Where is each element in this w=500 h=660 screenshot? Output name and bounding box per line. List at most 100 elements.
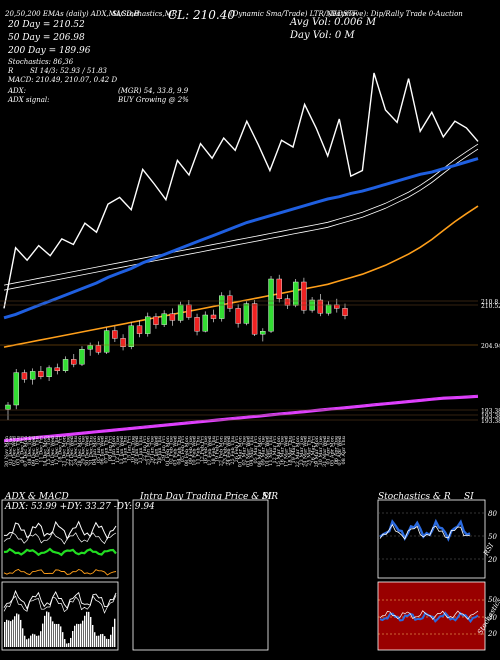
macd-bar bbox=[36, 635, 38, 647]
candle-body bbox=[251, 303, 258, 335]
candle-body bbox=[260, 331, 266, 335]
candle-body bbox=[145, 316, 151, 334]
candle-body bbox=[95, 345, 102, 353]
x-date-label: 21 Dec Mon bbox=[61, 435, 67, 466]
stochastics-readout: Stochastics: 86,36 bbox=[8, 58, 74, 66]
mr-line-white bbox=[379, 610, 479, 621]
macd-bar bbox=[74, 625, 76, 647]
x-date-label: 16 Mar Tue bbox=[280, 436, 286, 466]
x-date-label: 23 Dec Wed bbox=[69, 435, 75, 466]
macd-bar bbox=[38, 635, 40, 647]
macd-signal-line bbox=[3, 595, 117, 614]
price-level-label: 193.38 bbox=[481, 408, 500, 415]
ema200-line-upper bbox=[3, 394, 479, 441]
x-date-label: 22 Feb Mon bbox=[218, 435, 224, 466]
x-date-label: 22 Dec Tue bbox=[65, 436, 71, 465]
macd-bar bbox=[108, 638, 110, 647]
macd-bar bbox=[114, 618, 116, 647]
adx-signal-label: ADX signal: bbox=[8, 96, 50, 104]
candle-body bbox=[235, 308, 241, 324]
x-date-label: 03 Mar Wed bbox=[245, 435, 251, 467]
x-date-label: 07 Dec Mon bbox=[23, 435, 29, 466]
macd-bar bbox=[72, 630, 74, 647]
x-date-label: 23 Mar Tue bbox=[299, 436, 305, 466]
candle-body bbox=[5, 404, 11, 410]
macd-bar bbox=[104, 636, 106, 647]
x-date-label: 11 Mar Thu bbox=[268, 435, 274, 466]
orange-line bbox=[3, 568, 117, 576]
si-readout: SI 14/3: 52.93 / 51.83 bbox=[30, 67, 107, 75]
x-date-label: 21 Jan Thu bbox=[138, 435, 144, 463]
macd-bar bbox=[60, 626, 62, 647]
macd-line bbox=[3, 589, 117, 610]
macd-bar bbox=[30, 635, 32, 647]
macd-bar bbox=[10, 621, 12, 647]
x-date-label: 26 Jan Tue bbox=[150, 436, 156, 463]
header-top-left: 20,50,200 EMAs (daily) ADX,MACD,B bbox=[5, 10, 139, 18]
x-date-label: 28 Jan Thu bbox=[157, 435, 163, 463]
x-date-label: 05 Mar Fri bbox=[253, 436, 259, 464]
candle-body bbox=[62, 359, 69, 371]
x-date-label: 15 Jan Fri bbox=[127, 436, 133, 462]
x-date-label: 13 Jan Wed bbox=[119, 435, 125, 464]
x-date-label: 09 Mar Tue bbox=[261, 436, 267, 466]
x-date-label: 31 Mar Wed bbox=[322, 435, 328, 467]
x-date-label: 18 Mar Thu bbox=[287, 435, 293, 466]
x-date-label: 01 Feb Mon bbox=[165, 435, 171, 466]
macd-bar bbox=[80, 623, 82, 647]
adx-values: (MGR) 54, 33.8, 9.9 bbox=[118, 87, 189, 95]
macd-bar bbox=[100, 634, 102, 647]
x-date-label: 04 Jan Mon bbox=[92, 435, 98, 465]
intra-panel-si: SI bbox=[262, 492, 272, 502]
intra-day-panel bbox=[132, 499, 269, 651]
x-date-label: 05 Apr Mon bbox=[330, 435, 336, 466]
x-date-label: 12 Mar Fri bbox=[272, 436, 278, 464]
header-right-top: (Daymove): Dip/Rally Trade 0-Auction bbox=[328, 10, 463, 18]
macd-bar bbox=[46, 611, 48, 647]
macd-bar bbox=[90, 616, 92, 647]
macd-bar bbox=[68, 643, 70, 647]
x-date-label: 14 Dec Mon bbox=[42, 435, 48, 466]
x-date-label: 12 Jan Tue bbox=[115, 436, 121, 463]
stochastics-panel bbox=[377, 499, 486, 579]
x-date-label: 05 Feb Fri bbox=[180, 436, 186, 463]
x-date-label: 17 Dec Thu bbox=[54, 435, 60, 465]
x-date-label: 11 Feb Thu bbox=[195, 435, 201, 464]
macd-bar bbox=[20, 619, 22, 647]
green-line bbox=[3, 547, 117, 557]
macd-bar bbox=[22, 628, 24, 647]
price-level-label: 210.52 bbox=[481, 303, 500, 310]
x-date-label: 16 Dec Wed bbox=[50, 435, 56, 466]
x-date-label: 03 Feb Wed bbox=[173, 435, 179, 466]
macd-bar bbox=[54, 623, 56, 647]
x-date-label: 06 Jan Wed bbox=[100, 435, 106, 464]
ema50-white-upper bbox=[3, 143, 479, 286]
ema50-readout: 50 Day = 206.98 bbox=[8, 33, 85, 43]
r-label: R bbox=[8, 67, 14, 75]
macd-bar bbox=[26, 639, 28, 647]
macd-bar bbox=[56, 623, 58, 647]
x-date-label: 02 Dec Wed bbox=[12, 435, 18, 466]
header-top-mid: SI,Stochastics,MR bbox=[112, 10, 178, 18]
macd-bar bbox=[50, 616, 52, 647]
macd-bar bbox=[94, 632, 96, 647]
candle-body bbox=[103, 330, 110, 353]
x-date-label: 08 Dec Tue bbox=[27, 436, 33, 465]
stoch-panel-title: Stochastics & R bbox=[378, 492, 451, 502]
macd-bar bbox=[8, 620, 10, 647]
buy-signal-text: BUY Growing @ 2% bbox=[118, 96, 189, 104]
ema50-white-lower bbox=[3, 148, 479, 291]
macd-bar bbox=[40, 631, 42, 647]
macd-bar bbox=[92, 624, 94, 647]
candle-body bbox=[38, 371, 44, 377]
adx-readout: ADX: 53.99 +DY: 33.27 -DY: 9.94 bbox=[5, 502, 155, 512]
macd-bar bbox=[32, 633, 34, 647]
x-date-label: 19 Feb Fri bbox=[215, 436, 221, 463]
candle-body bbox=[112, 330, 118, 339]
candle-body bbox=[301, 281, 307, 311]
price-level-label: 193.38 bbox=[481, 413, 500, 420]
stoch-panel-si: SI bbox=[464, 492, 474, 502]
x-date-label: 01 Mar Mon bbox=[238, 435, 244, 467]
macd-bar bbox=[18, 614, 20, 647]
candle-body bbox=[87, 345, 93, 350]
